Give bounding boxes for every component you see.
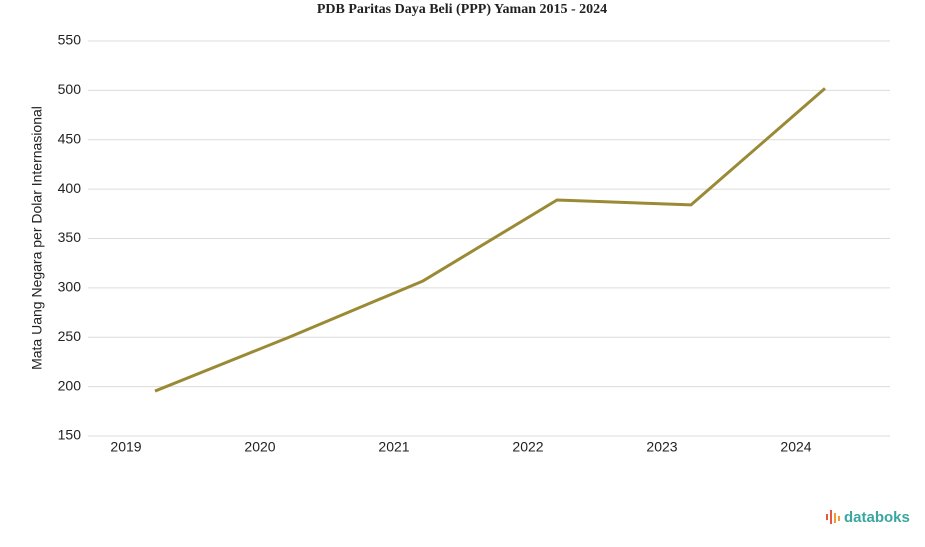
x-tick-label: 2020 — [244, 439, 275, 455]
data-line — [154, 87, 826, 393]
x-tick-label: 2023 — [646, 439, 677, 455]
y-tick-label: 250 — [58, 328, 82, 344]
y-tick-label: 150 — [58, 427, 82, 443]
y-tick-label: 200 — [58, 377, 82, 393]
chart-title: PDB Paritas Daya Beli (PPP) Yaman 2015 -… — [317, 2, 607, 17]
y-tick-label: 500 — [58, 81, 82, 97]
y-tick-label: 450 — [58, 130, 82, 146]
x-tick-label: 2024 — [780, 439, 811, 455]
x-tick-label: 2019 — [110, 439, 141, 455]
y-axis-label: Mata Uang Negara per Dolar Internasional — [29, 106, 45, 370]
watermark: databoks — [844, 509, 910, 526]
y-tick-label: 550 — [58, 32, 82, 48]
y-tick-label: 350 — [58, 229, 82, 245]
logo — [826, 510, 840, 524]
y-tick-label: 400 — [58, 180, 82, 196]
x-tick-label: 2021 — [378, 439, 409, 455]
x-tick-label: 2022 — [512, 439, 543, 455]
y-tick-label: 300 — [58, 279, 82, 295]
